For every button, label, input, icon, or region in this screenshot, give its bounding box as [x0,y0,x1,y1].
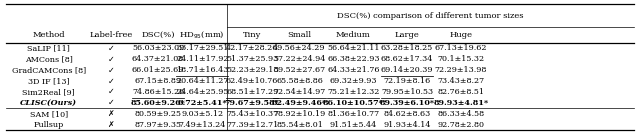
Text: 24.64±25.95: 24.64±25.95 [176,88,228,96]
Text: 7.49±13.24: 7.49±13.24 [179,121,226,129]
Text: ✓: ✓ [108,43,114,53]
Text: Medium: Medium [336,31,371,39]
Text: ✓: ✓ [108,98,114,107]
Text: GradCAMCons [8]: GradCAMCons [8] [12,66,86,74]
Text: Tiny: Tiny [243,31,261,39]
Text: HD$_{95}$(mm): HD$_{95}$(mm) [179,29,225,40]
Text: 69.14±20.39: 69.14±20.39 [381,66,433,74]
Text: 56.64±21.11: 56.64±21.11 [327,44,380,52]
Text: 68.51±17.29: 68.51±17.29 [226,88,278,96]
Text: 81.36±10.77: 81.36±10.77 [327,110,380,118]
Text: 80.59±9.25: 80.59±9.25 [134,110,182,118]
Text: 49.56±24.29: 49.56±24.29 [273,44,326,52]
Text: 84.62±8.63: 84.62±8.63 [383,110,431,118]
Text: 65.58±8.86: 65.58±8.86 [276,77,323,85]
Text: 89.93±4.81*: 89.93±4.81* [433,99,488,107]
Text: 75.21±12.32: 75.21±12.32 [327,88,380,96]
Text: 63.28±18.25: 63.28±18.25 [381,44,433,52]
Text: Sim2Real [9]: Sim2Real [9] [22,88,75,96]
Text: 92.78±2.80: 92.78±2.80 [437,121,484,129]
Text: 77.39±12.71: 77.39±12.71 [226,121,278,129]
Text: 69.32±9.93: 69.32±9.93 [330,77,377,85]
Text: 72.54±14.97: 72.54±14.97 [273,88,326,96]
Text: 70.1±15.32: 70.1±15.32 [437,55,484,63]
Text: Label-free: Label-free [89,31,132,39]
Text: 18.71±16.43: 18.71±16.43 [176,66,228,74]
Text: 85.54±8.01: 85.54±8.01 [276,121,323,129]
Text: 79.67±9.58*: 79.67±9.58* [225,99,280,107]
Text: SAM [10]: SAM [10] [29,110,68,118]
Text: 52.23±29.18: 52.23±29.18 [226,66,278,74]
Text: 42.17±28.26: 42.17±28.26 [226,44,278,52]
Text: 72.19±8.16: 72.19±8.16 [383,77,431,85]
Text: 9.03±5.12: 9.03±5.12 [181,110,223,118]
Text: 82.76±8.51: 82.76±8.51 [437,88,484,96]
Text: 66.01±25.69: 66.01±25.69 [132,66,184,74]
Text: 82.49±9.46*: 82.49±9.46* [272,99,327,107]
Text: Large: Large [395,31,419,39]
Text: 3D IF [13]: 3D IF [13] [28,77,70,85]
Text: 68.62±17.34: 68.62±17.34 [381,55,433,63]
Text: Huge: Huge [449,31,472,39]
Text: 24.11±17.92: 24.11±17.92 [176,55,228,63]
Text: ✓: ✓ [108,87,114,96]
Text: AMCons [8]: AMCons [8] [25,55,72,63]
Text: 73.43±8.27: 73.43±8.27 [437,77,484,85]
Text: 91.51±5.44: 91.51±5.44 [330,121,377,129]
Text: 91.93±4.14: 91.93±4.14 [383,121,431,129]
Text: Small: Small [287,31,312,39]
Text: DSC(%) comparison of different tumor sizes: DSC(%) comparison of different tumor siz… [337,12,524,20]
Text: 51.37±25.93: 51.37±25.93 [226,55,278,63]
Text: 6.72±5.41*: 6.72±5.41* [177,99,227,107]
Text: 64.33±21.76: 64.33±21.76 [327,66,380,74]
Text: CLISC(Ours): CLISC(Ours) [20,99,77,107]
Text: ✗: ✗ [108,120,114,129]
Text: ✓: ✓ [108,65,114,74]
Text: 87.97±9.35: 87.97±9.35 [134,121,182,129]
Text: 56.03±23.09: 56.03±23.09 [132,44,184,52]
Text: 67.13±19.62: 67.13±19.62 [435,44,487,52]
Text: 64.37±21.08: 64.37±21.08 [132,55,184,63]
Text: 74.86±15.26: 74.86±15.26 [132,88,184,96]
Text: ✓: ✓ [108,76,114,86]
Text: 72.29±13.98: 72.29±13.98 [435,66,487,74]
Text: 86.33±4.58: 86.33±4.58 [437,110,484,118]
Text: SaLIP [11]: SaLIP [11] [28,44,70,52]
Text: ✗: ✗ [108,109,114,118]
Text: 62.49±10.76: 62.49±10.76 [226,77,278,85]
Text: 86.10±10.57*: 86.10±10.57* [323,99,383,107]
Text: 67.15±8.89: 67.15±8.89 [134,77,182,85]
Text: 66.38±22.93: 66.38±22.93 [327,55,380,63]
Text: Method: Method [33,31,65,39]
Text: DSC(%): DSC(%) [141,31,175,39]
Text: 89.39±6.10*: 89.39±6.10* [380,99,435,107]
Text: 78.92±10.19: 78.92±10.19 [273,110,326,118]
Text: 20.64±11.27: 20.64±11.27 [176,77,228,85]
Text: 79.95±10.53: 79.95±10.53 [381,88,433,96]
Text: 33.17±29.51: 33.17±29.51 [176,44,228,52]
Text: 57.22±24.94: 57.22±24.94 [273,55,326,63]
Text: Fullsup: Fullsup [33,121,64,129]
Text: ✓: ✓ [108,55,114,64]
Text: 85.60±9.26*: 85.60±9.26* [131,99,186,107]
Text: 59.52±27.67: 59.52±27.67 [273,66,326,74]
Text: 75.43±10.37: 75.43±10.37 [226,110,278,118]
